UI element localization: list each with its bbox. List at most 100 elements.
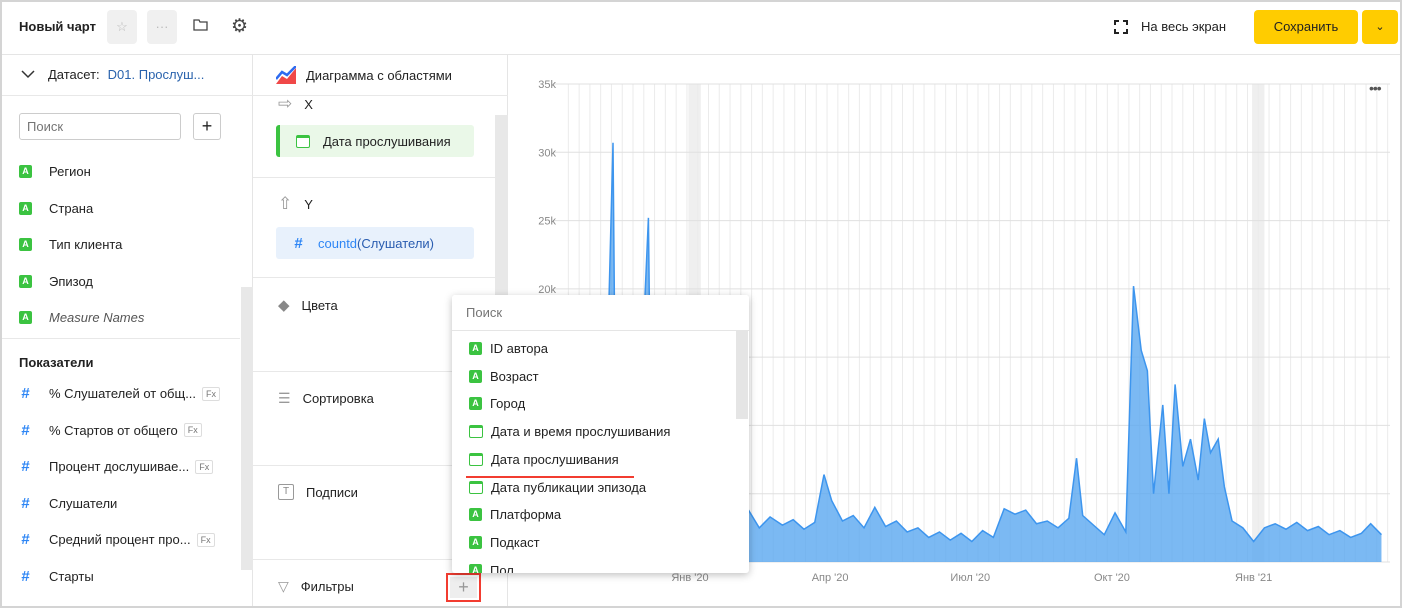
formula-icon: Fx	[196, 532, 215, 547]
measure-item[interactable]: # Процент дослушивае... Fx	[19, 458, 214, 475]
dropdown-item-label: Город	[490, 396, 526, 412]
measure-label: Старты	[49, 569, 94, 584]
folder-button[interactable]	[193, 18, 208, 35]
x-tick-label: Апр '20	[812, 572, 849, 584]
scrollbar[interactable]	[736, 331, 748, 419]
dropdown-item[interactable]: A Возраст	[469, 369, 539, 384]
string-type-icon: A	[469, 342, 482, 355]
measure-item[interactable]: # Слушатели	[19, 495, 117, 512]
y-section-label: Y	[304, 196, 313, 212]
add-field-button[interactable]: +	[193, 113, 221, 140]
x-tick-label: Окт '20	[1094, 572, 1130, 584]
dimension-label: Страна	[49, 200, 94, 216]
arrow-up-icon: ⇧	[278, 194, 293, 213]
save-button[interactable]: Сохранить	[1254, 10, 1358, 44]
chart-menu-button[interactable]: •••	[1369, 80, 1382, 96]
fullscreen-icon	[1114, 19, 1128, 34]
dropdown-item[interactable]: A Платформа	[469, 507, 561, 522]
y-field-chip[interactable]: # countd (Слушатели)	[276, 227, 474, 259]
measure-item[interactable]: # % Слушателей от общ... Fx	[19, 385, 221, 402]
calendar-icon	[296, 134, 310, 148]
x-tick-label: Июл '20	[950, 572, 990, 584]
dropdown-item[interactable]: A Пол	[469, 563, 514, 573]
string-type-icon: A	[469, 397, 482, 411]
dimension-label: Тип клиента	[49, 237, 123, 253]
dropdown-search-input[interactable]	[452, 295, 749, 331]
dropdown-item-label: Дата и время прослушивания	[491, 424, 671, 440]
dataset-selector[interactable]: Датасет: D01. Прослуш...	[21, 67, 253, 82]
string-type-icon: A	[19, 165, 32, 178]
scrollbar[interactable]	[241, 287, 253, 570]
y-tick-label: 35k	[538, 79, 556, 91]
dimension-item[interactable]: A Страна	[19, 201, 93, 216]
dropdown-item[interactable]: A ID автора	[469, 341, 548, 356]
measure-item[interactable]: # % Стартов от общего Fx	[19, 422, 202, 439]
arrow-right-icon: ⇨	[278, 94, 293, 113]
x-section-label: X	[304, 96, 313, 112]
measure-item[interactable]: # Средний процент про... Fx	[19, 531, 215, 548]
paint-bucket-icon: ◆	[278, 297, 290, 314]
calendar-icon	[469, 480, 483, 494]
x-field-chip[interactable]: Дата прослушивания	[276, 125, 474, 157]
dropdown-item-label: Дата прослушивания	[491, 451, 619, 467]
area-chart-icon	[276, 66, 296, 84]
folder-icon	[193, 19, 208, 31]
text-icon: T	[278, 484, 294, 500]
save-options-button[interactable]: ⌄	[1362, 10, 1398, 44]
measure-label: % Стартов от общего	[49, 422, 178, 438]
more-icon: ···	[155, 19, 169, 34]
dimension-item[interactable]: A Регион	[19, 164, 91, 179]
highlight-underline	[466, 475, 634, 478]
chart-type-label: Диаграмма с областями	[306, 67, 452, 83]
string-type-icon: A	[19, 274, 32, 288]
header: Новый чарт ☆ ··· ⚙ На весь экран Сохрани…	[0, 0, 1402, 55]
dimension-item[interactable]: A Measure Names	[19, 310, 144, 325]
dropdown-item[interactable]: A Подкаст	[469, 535, 540, 550]
settings-button[interactable]: ⚙	[231, 15, 248, 38]
number-icon: #	[21, 531, 30, 549]
y-aggregation: countd	[318, 235, 358, 251]
colors-section-label: Цвета	[301, 297, 338, 313]
fullscreen-button[interactable]: На весь экран	[1114, 19, 1226, 34]
dropdown-item[interactable]: Дата публикации эпизода	[469, 480, 646, 495]
number-icon: #	[21, 385, 30, 402]
measure-label: Средний процент про...	[49, 532, 191, 548]
formula-icon: Fx	[183, 423, 202, 438]
calendar-icon	[469, 452, 483, 466]
measure-item[interactable]: # Старты	[19, 568, 94, 585]
filters-section-label: Фильтры	[300, 579, 354, 594]
dropdown-item-label: Подкаст	[490, 534, 540, 550]
dataset-label: Датасет:	[48, 67, 100, 82]
formula-icon: Fx	[195, 459, 214, 474]
calendar-icon	[469, 425, 483, 439]
string-type-icon: A	[469, 369, 482, 383]
dimension-item[interactable]: A Тип клиента	[19, 237, 122, 252]
field-search-input[interactable]	[19, 113, 181, 140]
dropdown-item-label: Пол	[490, 562, 514, 573]
string-type-icon: A	[469, 508, 482, 522]
gear-icon: ⚙	[231, 16, 249, 37]
chevron-down-icon	[21, 70, 35, 79]
field-dropdown: A ID автора A Возраст A Город Дата и время про…	[452, 295, 749, 573]
star-button[interactable]: ☆	[107, 10, 137, 44]
plus-icon: +	[201, 116, 213, 136]
chart-title: Новый чарт	[19, 19, 96, 34]
sort-icon: ☰	[278, 390, 291, 406]
chevron-down-icon: ⌄	[1375, 21, 1385, 33]
number-icon: #	[294, 234, 303, 252]
measure-label: % Слушателей от общ...	[49, 386, 197, 401]
chart-type-selector[interactable]: Диаграмма с областями	[276, 66, 452, 84]
dropdown-item[interactable]: Дата прослушивания	[469, 452, 619, 467]
number-icon: #	[21, 421, 30, 439]
dropdown-item-label: Дата публикации эпизода	[491, 479, 647, 495]
dimension-item[interactable]: A Эпизод	[19, 274, 93, 289]
more-button[interactable]: ···	[147, 10, 177, 44]
dropdown-item[interactable]: A Город	[469, 396, 525, 411]
dimension-label: Measure Names	[49, 310, 145, 326]
add-filter-button[interactable]: +	[446, 573, 481, 602]
y-tick-label: 25k	[538, 216, 556, 228]
dropdown-item[interactable]: Дата и время прослушивания	[469, 424, 670, 439]
dataset-name[interactable]: D01. Прослуш...	[107, 67, 205, 82]
sort-section-label: Сортировка	[302, 391, 374, 406]
string-type-icon: A	[19, 201, 32, 215]
